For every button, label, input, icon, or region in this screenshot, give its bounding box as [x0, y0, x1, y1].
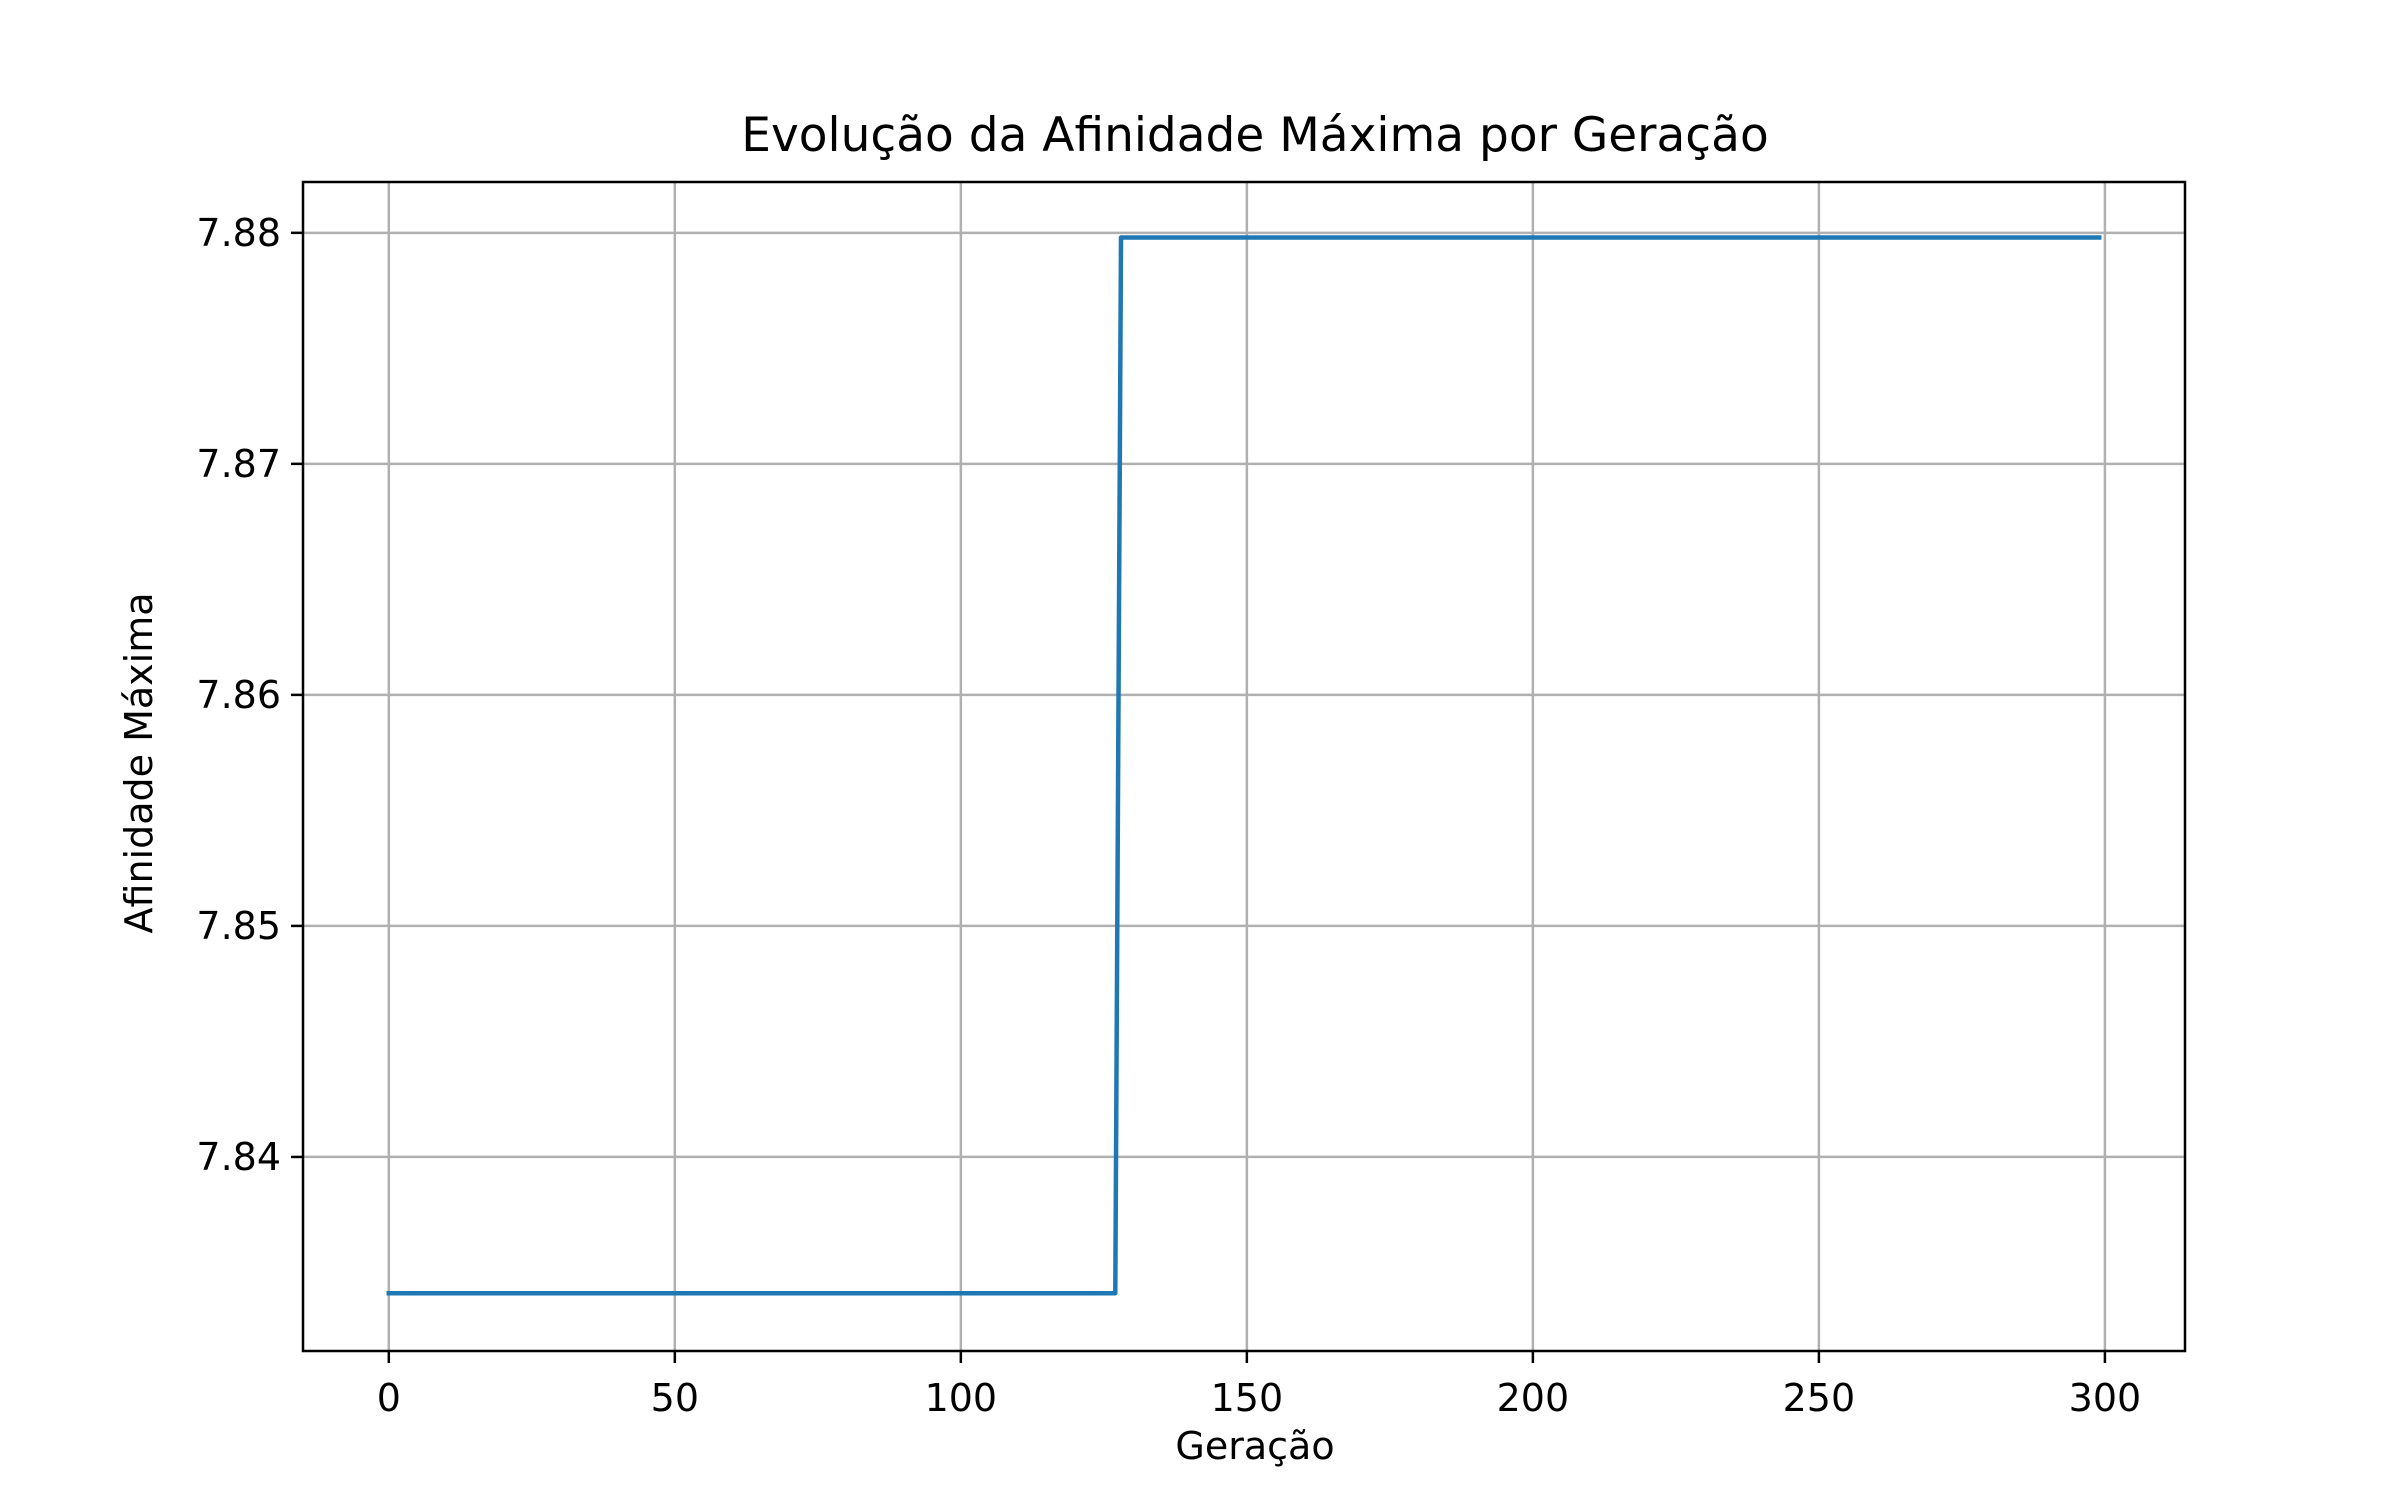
x-tick-label: 300	[2069, 1376, 2142, 1420]
tick-layer: 0 50 100 150 200 250 300 7.84 7.85 7.86 7.87 7.88	[196, 211, 2141, 1420]
x-tick-label: 200	[1497, 1376, 1570, 1420]
x-axis-label: Geração	[1175, 1424, 1334, 1468]
grid-layer	[303, 182, 2185, 1351]
y-tick-label: 7.86	[196, 673, 281, 717]
chart-title: Evolução da Afinidade Máxima por Geração	[741, 108, 1768, 163]
x-tick-label: 0	[377, 1376, 401, 1420]
x-tick-label: 50	[651, 1376, 699, 1420]
series-line	[386, 235, 2102, 1296]
series-layer	[386, 235, 2102, 1296]
x-tick-label: 250	[1783, 1376, 1856, 1420]
plot-frame	[301, 180, 2187, 1353]
y-tick-label: 7.84	[196, 1135, 281, 1179]
y-tick-label: 7.87	[196, 442, 281, 486]
y-axis-label: Afinidade Máxima	[117, 593, 161, 934]
x-tick-label: 100	[925, 1376, 998, 1420]
x-tick-label: 150	[1211, 1376, 1284, 1420]
y-tick-label: 7.85	[196, 904, 281, 948]
y-tick-label: 7.88	[196, 211, 281, 255]
